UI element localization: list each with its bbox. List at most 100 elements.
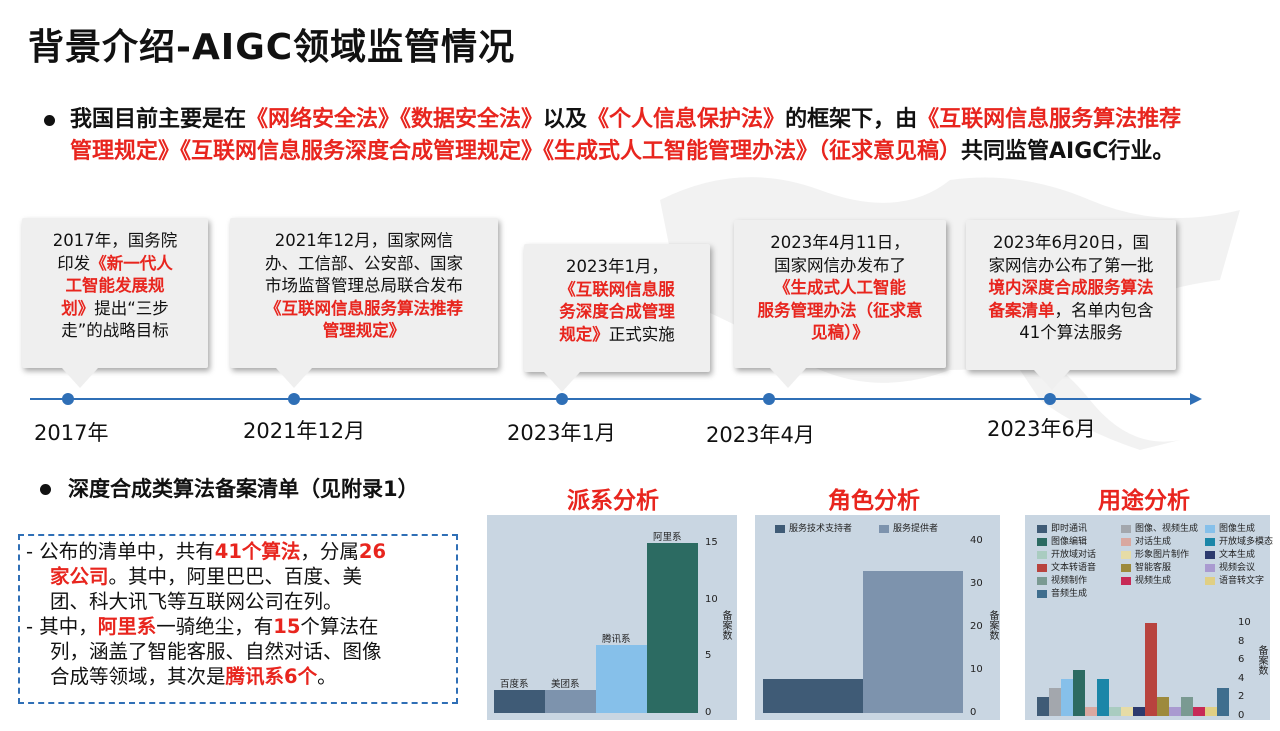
timeline-year: 2023年1月 <box>507 421 616 445</box>
timeline-card-line: 办、工信部、公安部、国家 <box>265 253 463 273</box>
tick-label: 10 <box>1238 617 1251 628</box>
bar-label: 百度系 <box>500 679 529 691</box>
summary-highlight: 15 <box>273 615 301 638</box>
timeline-card-line: 划》 <box>61 298 95 318</box>
legend-label: 即时通讯 <box>1051 524 1088 534</box>
intro-text-4: 共同监管AIGC行业。 <box>961 139 1175 164</box>
timeline-dot <box>1044 393 1056 405</box>
tick-label: 5 <box>705 650 712 662</box>
legend-swatch <box>1037 563 1047 572</box>
tick-label: 10 <box>705 593 718 605</box>
timeline-dot <box>288 393 300 405</box>
timeline-card-line: 《互联网信息服务算法推荐 <box>265 298 463 318</box>
legend-item: 语音转文字 <box>1205 573 1264 586</box>
bar <box>1121 706 1133 716</box>
summary-text: 。其中，阿里巴巴、百度、美 <box>108 565 363 588</box>
legend-label: 智能客服 <box>1135 563 1172 573</box>
summary-text: 个算法在 <box>300 615 379 638</box>
bar <box>1037 697 1049 716</box>
bar <box>763 678 863 713</box>
bar <box>1181 697 1193 716</box>
timeline-card-line: 提出“三步 <box>94 298 169 318</box>
legend-label: 视频会议 <box>1219 563 1256 573</box>
page-title: 背景介绍-AIGC领域监管情况 <box>28 27 516 68</box>
legend-swatch <box>1205 524 1215 533</box>
timeline-card: 2017年，国务院 印发《新一代人 工智能发展规 划》提出“三步 走”的战略目标 <box>22 218 208 388</box>
bar <box>1061 678 1073 716</box>
timeline-card-line: 服务管理办法（征求意 <box>757 300 923 320</box>
legend-label: 文本转语音 <box>1051 563 1097 573</box>
timeline-dot <box>763 393 775 405</box>
axis-label: 备案数 <box>987 610 998 640</box>
timeline-card-row: 规定》正式实施 <box>532 324 702 347</box>
intro-paragraph: 我国目前主要是在《网络安全法》《数据安全法》以及《个人信息保护法》的框架下，由《… <box>70 104 1200 168</box>
summary-highlight: 阿里系 <box>97 615 157 638</box>
tick-label: 6 <box>1238 654 1245 666</box>
bar-label: 阿里系 <box>653 532 682 543</box>
tick-label: 0 <box>705 707 712 718</box>
timeline-card-line: 《互联网信息服 <box>559 279 675 299</box>
bar <box>1109 706 1121 716</box>
timeline-card: 2023年4月11日， 国家网信办发布了 《生成式人工智能 服务管理办法（征求意 见稿）… <box>734 220 946 388</box>
bar <box>1217 688 1229 716</box>
legend-item: 图像、视频生成 <box>1121 521 1198 534</box>
legend-swatch <box>1037 550 1047 559</box>
tick-label: 30 <box>970 578 983 589</box>
legend-item: 视频制作 <box>1037 573 1087 586</box>
summary-highlight: 41个算法 <box>214 540 301 563</box>
timeline-card-row: 印发《新一代人 <box>30 253 200 276</box>
summary-text: 合成等领域，其次是 <box>50 665 226 688</box>
usage-chart: 即时通讯 图像、视频生成 图像生成 图像编辑 对话生成 开放域多模态 开放域对话 形象图片制作… <box>1025 515 1273 721</box>
legend-label: 形象图片制作 <box>1135 550 1190 560</box>
legend-swatch <box>1205 537 1215 546</box>
bar <box>1169 706 1181 716</box>
timeline-card-line: 见稿）》 <box>811 323 869 342</box>
timeline-axis <box>30 398 1192 400</box>
intro-law-3: 《互联网信息服务算法推荐管理规定》《互联网信息服务深度合成管理规定》《生成式人工… <box>70 107 1182 164</box>
timeline-card-line: 正式实施 <box>608 324 675 344</box>
legend-label: 音频生成 <box>1051 589 1088 599</box>
timeline-card-line: 2023年4月11日， <box>770 233 910 252</box>
summary-text: 列，涵盖了智能客服、自然对话、图像 <box>50 640 382 663</box>
timeline-card-line: 《生成式人工智能 <box>774 278 906 297</box>
summary-line: 合成等领域，其次是腾讯系6个。 <box>26 664 386 689</box>
intro-text-3: 的框架下，由 <box>785 107 918 132</box>
legend-item: 即时通讯 <box>1037 521 1087 534</box>
summary-text: - 公布的清单中，共有 <box>26 540 215 563</box>
bar-label: 美团系 <box>551 679 580 691</box>
summary-highlight: 腾讯系6个 <box>225 665 318 688</box>
legend-swatch <box>1121 563 1131 572</box>
timeline-card-line: 2023年6月20日，国 <box>993 233 1149 252</box>
legend-label: 图像生成 <box>1219 524 1256 534</box>
legend-swatch <box>1037 589 1047 598</box>
timeline-card: 2021年12月，国家网信 办、工信部、公安部、国家 市场监督管理总局联合发布 《互联… <box>230 218 498 388</box>
tick-label: 0 <box>1238 710 1245 721</box>
timeline-card-line: 《新一代人 <box>90 253 173 273</box>
timeline-card-line: 41个算法服务 <box>1019 323 1123 342</box>
bar <box>863 571 963 713</box>
intro-law-1: 《网络安全法》《数据安全法》 <box>246 107 544 132</box>
legend-item: 视频生成 <box>1121 573 1171 586</box>
tick-label: 40 <box>970 535 983 546</box>
bar <box>1049 688 1061 716</box>
timeline-year: 2017年 <box>34 421 109 445</box>
timeline-card-line: ，名单内包含 <box>1054 300 1154 320</box>
section-heading: 深度合成类算法备案清单（见附录1） <box>68 477 419 501</box>
summary-text: 。 <box>317 665 337 688</box>
legend-item: 服务技术支持者 <box>775 521 852 534</box>
timeline-card-line: 家网信办公布了第一批 <box>988 255 1154 275</box>
bar-label: 腾讯系 <box>602 634 631 645</box>
legend-label: 语音转文字 <box>1219 576 1265 586</box>
timeline-card-line: 务深度合成管理 <box>559 302 675 321</box>
legend-label: 开放域对话 <box>1051 550 1097 560</box>
legend-label: 图像、视频生成 <box>1135 524 1199 534</box>
summary-text: 团、科大讯飞等互联网公司在列。 <box>50 590 343 613</box>
legend-swatch <box>775 524 785 533</box>
legend-item: 文本转语音 <box>1037 560 1096 573</box>
legend-swatch <box>1037 537 1047 546</box>
timeline-card-line: 2023年1月， <box>566 257 668 276</box>
timeline-card: 2023年1月， 《互联网信息服 务深度合成管理规定》正式实施 <box>524 244 710 392</box>
legend-swatch <box>1205 550 1215 559</box>
legend-item: 对话生成 <box>1121 534 1171 547</box>
legend-item: 服务提供者 <box>879 521 938 534</box>
